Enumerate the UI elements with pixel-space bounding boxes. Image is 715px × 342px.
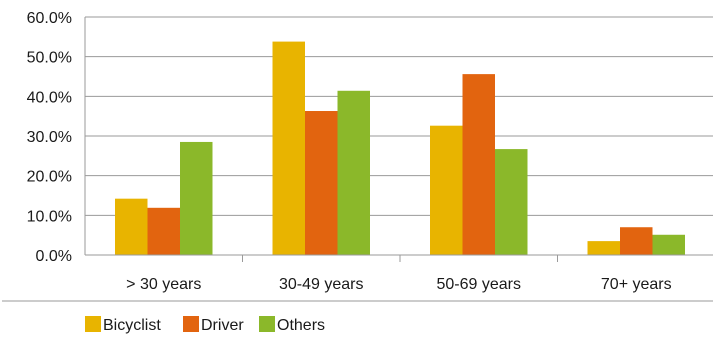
x-tick-label: 50-69 years xyxy=(437,276,522,293)
bar-bicyclist-50-69-years xyxy=(430,125,463,255)
y-tick-label: 0.0% xyxy=(36,248,72,265)
y-tick-label: 20.0% xyxy=(27,169,72,186)
bar-bicyclist-70-years xyxy=(587,241,620,255)
y-tick-label: 10.0% xyxy=(27,208,72,225)
legend-label-driver: Driver xyxy=(201,317,244,334)
legend-swatch-driver xyxy=(183,316,199,332)
x-tick-label: > 30 years xyxy=(126,276,201,293)
bar-bicyclist-30-49-years xyxy=(272,41,305,255)
bar-others-30-years xyxy=(180,141,213,255)
x-tick-label: 70+ years xyxy=(601,276,672,293)
tick-labels: 0.0% 10.0% 20.0% 30.0% 40.0% 50.0% 60.0% > 30 y… xyxy=(27,10,672,293)
y-tick-label: 60.0% xyxy=(27,10,72,27)
bar-driver-50-69-years xyxy=(462,74,495,256)
legend-label-bicyclist: Bicyclist xyxy=(103,317,161,334)
y-tick-label: 30.0% xyxy=(27,129,72,146)
bar-others-70-years xyxy=(652,234,685,255)
bars xyxy=(115,41,685,256)
legend: Bicyclist Driver Others xyxy=(2,300,713,334)
legend-swatch-others xyxy=(259,316,275,332)
bar-others-50-69-years xyxy=(495,149,528,255)
legend-swatch-bicyclist xyxy=(85,316,101,332)
bar-bicyclist-30-years xyxy=(115,198,148,255)
bar-driver-30-49-years xyxy=(305,111,338,255)
y-tick-label: 50.0% xyxy=(27,50,72,67)
x-tick-label: 30-49 years xyxy=(279,276,364,293)
axes xyxy=(84,17,713,262)
y-tick-label: 40.0% xyxy=(27,89,72,106)
gridlines xyxy=(85,16,713,216)
bar-others-30-49-years xyxy=(337,90,370,255)
bar-driver-70-years xyxy=(620,227,653,255)
bar-driver-30-years xyxy=(147,207,180,255)
legend-label-others: Others xyxy=(277,317,325,334)
